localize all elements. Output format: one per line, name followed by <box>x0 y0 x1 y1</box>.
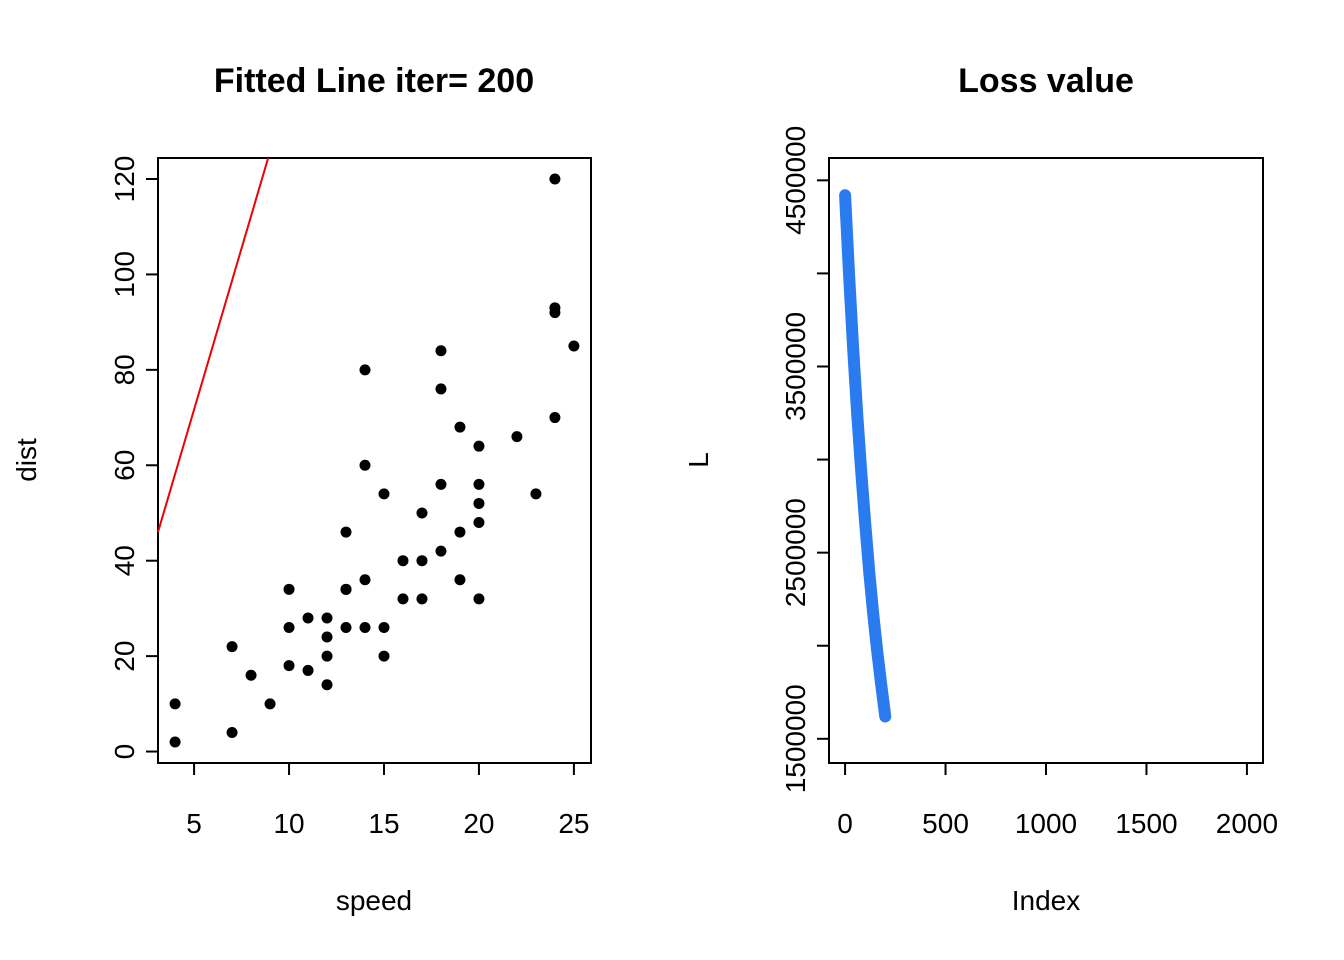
data-point <box>511 431 523 443</box>
scatter-x-tick-label: 15 <box>368 808 399 839</box>
loss-y-label: L <box>683 452 714 468</box>
data-point <box>302 612 314 624</box>
data-point <box>454 421 466 433</box>
scatter-y-tick-label: 80 <box>109 354 140 385</box>
loss-y-tick-label: 4500000 <box>780 126 811 235</box>
scatter-y-tick-label: 60 <box>109 450 140 481</box>
data-point <box>226 726 238 738</box>
data-point <box>454 574 466 586</box>
data-point <box>416 555 428 567</box>
scatter-x-tick-label: 25 <box>558 808 589 839</box>
data-point <box>416 507 428 519</box>
scatter-y-tick-label: 40 <box>109 545 140 576</box>
loss-panel: Loss value Index L 0 500 1000 1500 2000 1500… <box>683 62 1278 916</box>
scatter-marks <box>157 157 580 748</box>
data-point <box>454 526 466 538</box>
loss-x-tick-label: 1500 <box>1115 808 1177 839</box>
data-point <box>549 173 561 185</box>
data-point <box>359 621 371 633</box>
data-point <box>321 679 333 691</box>
data-point <box>226 641 238 653</box>
loss-x-tick-label: 500 <box>922 808 969 839</box>
data-point <box>435 545 447 557</box>
scatter-x-ticks: 5 10 15 20 25 <box>186 762 589 839</box>
data-point <box>530 488 542 500</box>
data-point <box>473 517 485 529</box>
loss-x-tick-label: 0 <box>837 808 853 839</box>
data-point <box>473 497 485 509</box>
loss-x-tick-label: 2000 <box>1216 808 1278 839</box>
data-point <box>340 526 352 538</box>
data-point <box>321 631 333 643</box>
data-point <box>378 488 390 500</box>
scatter-x-tick-label: 5 <box>186 808 202 839</box>
data-point <box>359 574 371 586</box>
scatter-plot-frame <box>157 157 592 764</box>
scatter-x-tick-label: 10 <box>273 808 304 839</box>
data-point <box>359 459 371 471</box>
loss-y-ticks: 1500000 2500000 3500000 4500000 <box>780 126 830 793</box>
loss-y-tick-label: 3500000 <box>780 312 811 421</box>
loss-x-ticks: 0 500 1000 1500 2000 <box>837 762 1278 839</box>
data-point <box>435 345 447 357</box>
data-point <box>378 650 390 662</box>
data-point <box>359 364 371 376</box>
scatter-panel: Fitted Line iter= 200 speed dist 5 10 15 20… <box>11 62 592 916</box>
scatter-y-tick-label: 0 <box>109 744 140 760</box>
data-point <box>549 302 561 314</box>
data-point <box>549 412 561 424</box>
data-point <box>245 669 257 681</box>
loss-plot-frame <box>828 157 1264 764</box>
data-point <box>340 621 352 633</box>
data-point <box>378 621 390 633</box>
data-point <box>302 664 314 676</box>
data-point <box>283 660 295 672</box>
data-point <box>435 478 447 490</box>
loss-x-label: Index <box>1012 885 1081 916</box>
loss-y-tick-label: 2500000 <box>780 498 811 607</box>
loss-marks <box>839 189 892 723</box>
data-point <box>397 555 409 567</box>
data-point <box>435 383 447 395</box>
scatter-title: Fitted Line iter= 200 <box>214 62 534 100</box>
scatter-y-tick-label: 20 <box>109 641 140 672</box>
loss-series-line <box>839 189 892 723</box>
scatter-y-tick-label: 100 <box>109 251 140 298</box>
data-point <box>169 698 181 710</box>
scatter-y-ticks: 0 20 40 60 80 100 120 <box>109 156 159 760</box>
scatter-x-label: speed <box>336 885 412 916</box>
loss-x-tick-label: 1000 <box>1015 808 1077 839</box>
data-point <box>264 698 276 710</box>
scatter-x-tick-label: 20 <box>463 808 494 839</box>
data-point <box>321 612 333 624</box>
data-point <box>568 340 580 352</box>
scatter-y-tick-label: 120 <box>109 156 140 203</box>
data-point <box>321 650 333 662</box>
data-point <box>473 478 485 490</box>
data-point <box>416 593 428 605</box>
loss-y-tick-label: 1500000 <box>780 684 811 793</box>
data-point <box>473 593 485 605</box>
fitted-line <box>157 157 270 533</box>
data-point <box>473 440 485 452</box>
data-point <box>283 621 295 633</box>
data-point <box>283 583 295 595</box>
loss-title: Loss value <box>958 62 1134 100</box>
data-point <box>169 736 181 748</box>
scatter-y-label: dist <box>11 438 42 482</box>
data-point <box>340 583 352 595</box>
data-point <box>397 593 409 605</box>
